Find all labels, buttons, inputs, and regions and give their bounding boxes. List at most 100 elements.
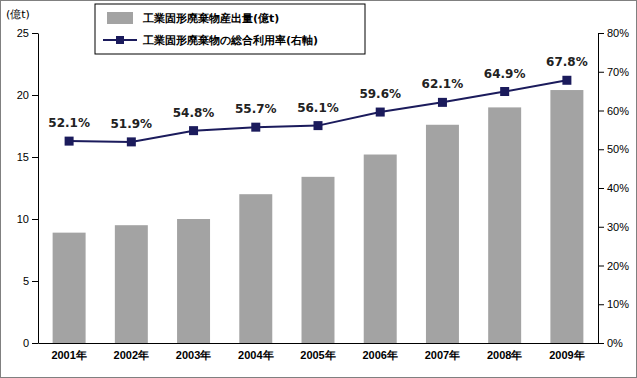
bar (115, 225, 148, 343)
bar (426, 125, 459, 343)
tick-label: 2007年 (425, 349, 460, 361)
tick-mark (598, 343, 604, 344)
tick: 25 (17, 27, 38, 39)
tick-mark (32, 33, 38, 34)
legend-swatch (107, 12, 133, 24)
legend: 工業固形廃棄物産出量(億t) 工業固形廃棄物の総合利用率(右軸) (95, 4, 365, 54)
tick: 80% (598, 27, 629, 39)
tick-mark (32, 157, 38, 158)
data-label: 62.1% (422, 77, 464, 91)
tick: 10% (598, 298, 629, 310)
tick-label: 10 (17, 213, 29, 225)
marker (376, 108, 385, 117)
marker (127, 137, 136, 146)
bar (488, 107, 521, 343)
tick: 0% (598, 337, 623, 349)
tick-label: 10% (607, 298, 629, 310)
tick-label: 15 (17, 151, 29, 163)
tick: 2007年 (425, 349, 460, 361)
data-labels: 52.1%51.9%54.8%55.7%56.1%59.6%62.1%64.9%… (48, 55, 587, 131)
tick-label: 2006年 (362, 349, 397, 361)
tick: 40% (598, 182, 629, 194)
tick: 2003年 (176, 349, 211, 361)
tick-label: 2002年 (114, 349, 149, 361)
data-label: 59.6% (359, 87, 401, 101)
tick-label: 2009年 (549, 349, 584, 361)
axis-line (39, 343, 599, 344)
bar (239, 194, 272, 343)
line (69, 80, 567, 142)
bar (302, 177, 335, 343)
tick: 20 (17, 89, 38, 101)
y-axis: 0 5 10 15 20 25 (17, 27, 39, 349)
legend-item: 工業固形廃棄物産出量(億t) (107, 12, 279, 25)
tick-label: 2001年 (51, 349, 86, 361)
tick: 2001年 (51, 349, 86, 361)
axis-line (38, 34, 39, 344)
plot-marks (53, 76, 584, 343)
marker (500, 87, 509, 96)
tick-mark (32, 219, 38, 220)
tick-mark (598, 304, 604, 305)
data-label: 56.1% (297, 101, 339, 115)
bar (177, 219, 210, 343)
tick-mark (598, 188, 604, 189)
tick-label: 5 (23, 275, 29, 287)
tick: 2009年 (549, 349, 584, 361)
marker (251, 123, 260, 132)
legend-marker (116, 36, 124, 44)
data-label: 55.7% (235, 102, 277, 116)
marker (65, 137, 74, 146)
tick: 30% (598, 221, 629, 233)
tick-mark (32, 95, 38, 96)
x-axis: 2001年 2002年 2003年 2004年 2005年 2006年 2007年 2008年… (39, 344, 599, 361)
tick: 50% (598, 143, 629, 155)
marker (314, 121, 323, 130)
tick-mark (598, 72, 604, 73)
bar (364, 155, 397, 343)
tick-label: 70% (607, 66, 629, 78)
bar (53, 233, 86, 343)
tick-mark (598, 149, 604, 150)
tick: 2006年 (362, 349, 397, 361)
tick: 2002年 (114, 349, 149, 361)
chart: 52.1%51.9%54.8%55.7%56.1%59.6%62.1%64.9%… (0, 0, 637, 378)
legend-item: 工業固形廃棄物の総合利用率(右軸) (103, 34, 318, 47)
tick-label: 40% (607, 182, 629, 194)
tick: 5 (23, 275, 38, 287)
tick: 10 (17, 213, 38, 225)
tick-label: 20% (607, 260, 629, 272)
tick-mark (598, 111, 604, 112)
tick: 60% (598, 105, 629, 117)
tick: 0 (23, 337, 38, 349)
tick: 2005年 (300, 349, 335, 361)
tick-label: 30% (607, 221, 629, 233)
tick-label: 0 (23, 337, 29, 349)
y2-axis: 0% 10% 20% 30% 40% 50% 60% 70% 80% (598, 27, 629, 349)
tick-mark (598, 266, 604, 267)
tick-label: 60% (607, 105, 629, 117)
tick: 20% (598, 260, 629, 272)
legend-label: 工業固形廃棄物産出量(億t) (142, 12, 279, 25)
tick: 2008年 (487, 349, 522, 361)
tick-label: 2003年 (176, 349, 211, 361)
tick-label: 2008年 (487, 349, 522, 361)
tick-mark (598, 33, 604, 34)
data-label: 67.8% (546, 55, 588, 69)
legend-label: 工業固形廃棄物の総合利用率(右軸) (142, 34, 318, 47)
tick-mark (598, 227, 604, 228)
tick-label: 2004年 (238, 349, 273, 361)
data-label: 52.1% (48, 116, 90, 130)
axis-title: (億t) (6, 8, 30, 21)
bar (550, 90, 583, 343)
tick-label: 0% (607, 337, 623, 349)
marker (189, 126, 198, 135)
tick-label: 80% (607, 27, 629, 39)
tick: 15 (17, 151, 38, 163)
marker (562, 76, 571, 85)
tick-label: 25 (17, 27, 29, 39)
legend-box (95, 4, 365, 54)
tick: 2004年 (238, 349, 273, 361)
tick-mark (32, 281, 38, 282)
data-label: 51.9% (111, 117, 153, 131)
